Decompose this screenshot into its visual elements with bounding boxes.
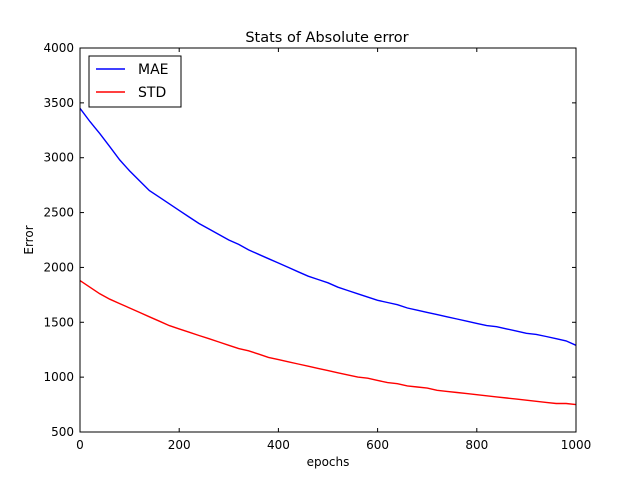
chart-title: Stats of Absolute error — [245, 30, 408, 46]
series-line-std — [79, 280, 577, 406]
legend-label-mae: MAE — [138, 62, 169, 78]
x-tick-label: 0 — [76, 438, 84, 452]
y-tick-label: 500 — [51, 425, 74, 439]
x-tick-label: 200 — [168, 438, 191, 452]
y-tick-label: 1000 — [43, 370, 74, 384]
y-tick-label: 1500 — [43, 315, 74, 329]
plot-frame — [79, 47, 577, 433]
y-tick-label: 2500 — [43, 206, 74, 220]
y-tick-label: 3000 — [43, 151, 74, 165]
legend-box — [88, 55, 182, 108]
x-tick-label: 600 — [366, 438, 389, 452]
y-tick-label: 4000 — [43, 41, 74, 55]
plot-area — [79, 107, 577, 406]
x-axis: 0 200 400 600 800 1000 — [76, 48, 591, 452]
legend-label-std: STD — [138, 85, 166, 101]
x-axis-label: epochs — [307, 455, 350, 469]
legend: MAE STD — [88, 55, 182, 108]
y-tick-label: 2000 — [43, 260, 74, 274]
x-tick-label: 1000 — [561, 438, 592, 452]
y-axis-label: Error — [22, 225, 36, 254]
y-axis: 500 1000 1500 2000 2500 3000 3500 4000 — [43, 41, 576, 439]
x-tick-label: 800 — [465, 438, 488, 452]
series-line-mae — [79, 107, 577, 346]
x-tick-label: 400 — [267, 438, 290, 452]
y-tick-label: 3500 — [43, 96, 74, 110]
